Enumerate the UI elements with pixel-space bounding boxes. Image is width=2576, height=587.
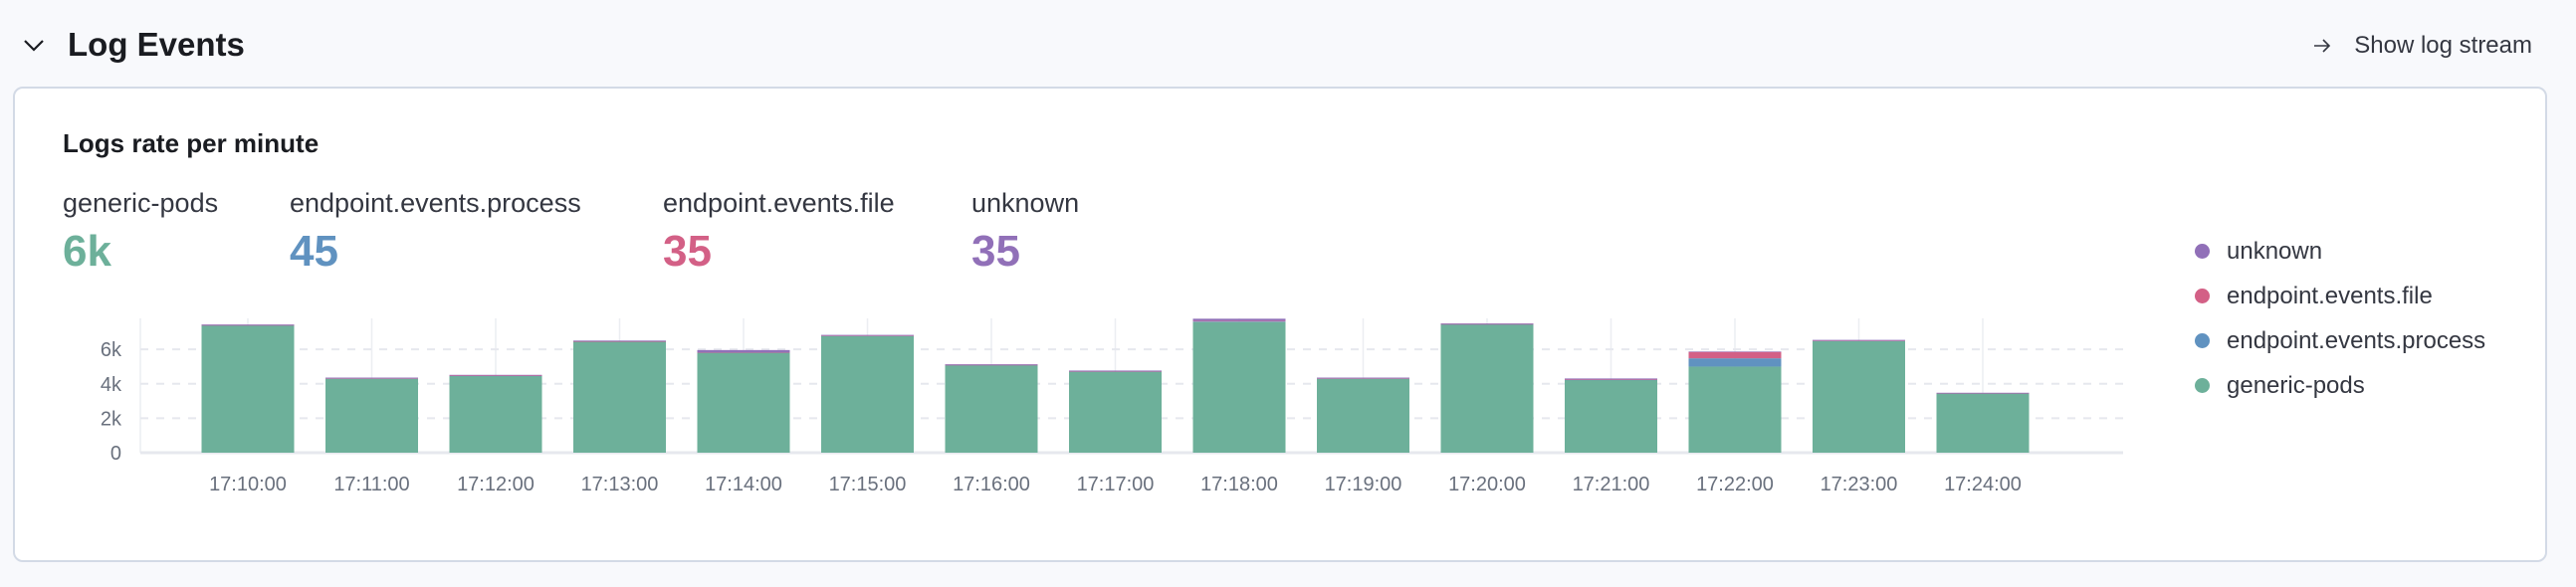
- bar-segment-endpoint-events-file: [1317, 378, 1409, 379]
- bar-segment-unknown: [821, 334, 914, 336]
- chevron-down-icon[interactable]: [22, 33, 46, 57]
- stat-label: endpoint.events.file: [663, 188, 895, 218]
- legend-dot: [2195, 244, 2210, 259]
- x-tick-label: 17:12:00: [457, 474, 535, 495]
- x-tick-label: 17:21:00: [1573, 474, 1650, 495]
- bar-segment-unknown: [1936, 392, 2030, 394]
- y-tick-label: 4k: [101, 374, 122, 396]
- bar-segment-generic-pods: [325, 378, 418, 453]
- stat-endpoint-events-file: endpoint.events.file 35: [663, 188, 895, 277]
- x-tick-label: 17:14:00: [705, 474, 782, 495]
- bar-segment-endpoint-events-file: [1069, 371, 1162, 372]
- bar-segment-endpoint-events-file: [1813, 340, 1905, 341]
- legend-item-generic-pods[interactable]: generic-pods: [2195, 363, 2485, 408]
- stat-value: 6k: [63, 227, 111, 276]
- x-tick-label: 17:17:00: [1077, 474, 1155, 495]
- x-tick-label: 17:18:00: [1200, 474, 1278, 495]
- bar-segment-endpoint-events-file: [573, 341, 666, 342]
- legend-label: unknown: [2227, 237, 2323, 265]
- legend-dot: [2195, 378, 2210, 393]
- bar-segment-unknown: [201, 324, 295, 325]
- bar-segment-generic-pods: [1317, 378, 1409, 453]
- legend-item-endpoint-events-process[interactable]: endpoint.events.process: [2195, 318, 2485, 363]
- panel-title: Logs rate per minute: [63, 128, 320, 158]
- x-tick-label: 17:22:00: [1696, 474, 1774, 495]
- bar-segment-endpoint-events-file: [697, 352, 790, 353]
- bar-segment-generic-pods: [449, 375, 542, 453]
- show-log-stream-link[interactable]: Show log stream: [2312, 24, 2532, 68]
- logs-rate-chart: 0 2k 4k 6k 17:10:00 17:11:00 17:12:00 17:13:00 1…: [101, 318, 2123, 495]
- stat-value: 35: [971, 227, 1020, 276]
- stat-generic-pods: generic-pods 6k: [63, 188, 218, 277]
- y-tick-label: 0: [110, 443, 121, 465]
- legend-dot: [2195, 333, 2210, 348]
- stat-label: unknown: [971, 188, 1080, 218]
- x-tick-label: 17:23:00: [1821, 474, 1898, 495]
- bar-segment-generic-pods: [697, 352, 790, 453]
- bar-segment-unknown: [1565, 378, 1657, 380]
- stat-endpoint-events-process: endpoint.events.process 45: [290, 188, 581, 277]
- bar-segment-generic-pods: [573, 341, 666, 453]
- bar-segment-endpoint-events-file: [821, 335, 914, 336]
- bar-segment-generic-pods: [1069, 371, 1162, 453]
- x-tick-label: 17:13:00: [581, 474, 659, 495]
- bar-segment-generic-pods: [1565, 379, 1657, 453]
- bar-segment-endpoint-events-file: [945, 364, 1038, 366]
- show-log-stream-label: Show log stream: [2354, 32, 2532, 59]
- x-tick-label: 17:16:00: [953, 474, 1030, 495]
- bar-segment-generic-pods: [1936, 393, 2030, 453]
- bar-segment-unknown: [945, 364, 1038, 365]
- bar-segment-generic-pods: [1813, 340, 1905, 453]
- x-tick-label: 17:20:00: [1448, 474, 1526, 495]
- legend-label: generic-pods: [2227, 371, 2365, 399]
- bar-segment-endpoint-events-file: [1565, 379, 1657, 380]
- bar-segment-unknown: [573, 340, 666, 342]
- bar-segment-endpoint-events-process: [1192, 321, 1286, 322]
- x-tick-label: 17:24:00: [1944, 474, 2022, 495]
- bar-segment-endpoint-events-process: [1688, 358, 1782, 367]
- legend-item-unknown[interactable]: unknown: [2195, 229, 2485, 274]
- bar-segment-generic-pods: [945, 365, 1038, 453]
- stat-value: 35: [663, 227, 712, 276]
- bar-segment-endpoint-events-file: [1936, 393, 2030, 394]
- bar-segment-endpoint-events-file: [1440, 323, 1534, 325]
- bar-segment-unknown: [1192, 318, 1286, 321]
- legend-label: endpoint.events.process: [2227, 326, 2486, 354]
- stat-label: generic-pods: [63, 188, 219, 218]
- y-tick-label: 6k: [101, 339, 122, 361]
- y-tick-label: 2k: [101, 408, 122, 430]
- bar-segment-endpoint-events-file: [201, 324, 295, 326]
- stat-value: 45: [290, 227, 338, 276]
- x-tick-label: 17:11:00: [333, 474, 409, 495]
- bar-segment-unknown: [1440, 323, 1534, 324]
- section-header: Log Events: [22, 20, 245, 70]
- chart-legend: unknown endpoint.events.file endpoint.ev…: [2195, 229, 2485, 408]
- bar-segment-unknown: [325, 377, 418, 379]
- bar-segment-unknown: [449, 374, 542, 376]
- bar-segment-endpoint-events-file: [449, 375, 542, 376]
- bar-segment-unknown: [1069, 370, 1162, 372]
- bar-segment-generic-pods: [201, 325, 295, 453]
- bar-segment-unknown: [1813, 339, 1905, 341]
- bar-segment-generic-pods: [1440, 324, 1534, 453]
- bar-segment-unknown: [1688, 351, 1782, 352]
- legend-item-endpoint-events-file[interactable]: endpoint.events.file: [2195, 274, 2485, 318]
- stat-label: endpoint.events.process: [290, 188, 581, 218]
- arrow-right-icon: [2314, 39, 2331, 53]
- bar-segment-generic-pods: [1688, 366, 1782, 453]
- bar-segment-generic-pods: [821, 335, 914, 453]
- bar-segment-endpoint-events-file: [1192, 320, 1286, 322]
- stat-unknown: unknown 35: [971, 188, 1079, 277]
- bar-segment-endpoint-events-file: [325, 378, 418, 379]
- x-tick-label: 17:10:00: [209, 474, 287, 495]
- legend-dot: [2195, 289, 2210, 303]
- legend-label: endpoint.events.file: [2227, 282, 2433, 309]
- bar-segment-unknown: [697, 349, 790, 353]
- x-tick-label: 17:15:00: [829, 474, 907, 495]
- bar-segment-generic-pods: [1192, 321, 1286, 453]
- bar-segment-endpoint-events-file: [1688, 351, 1782, 359]
- section-title: Log Events: [68, 26, 245, 63]
- x-tick-label: 17:19:00: [1325, 474, 1402, 495]
- bar-segment-unknown: [1317, 377, 1409, 379]
